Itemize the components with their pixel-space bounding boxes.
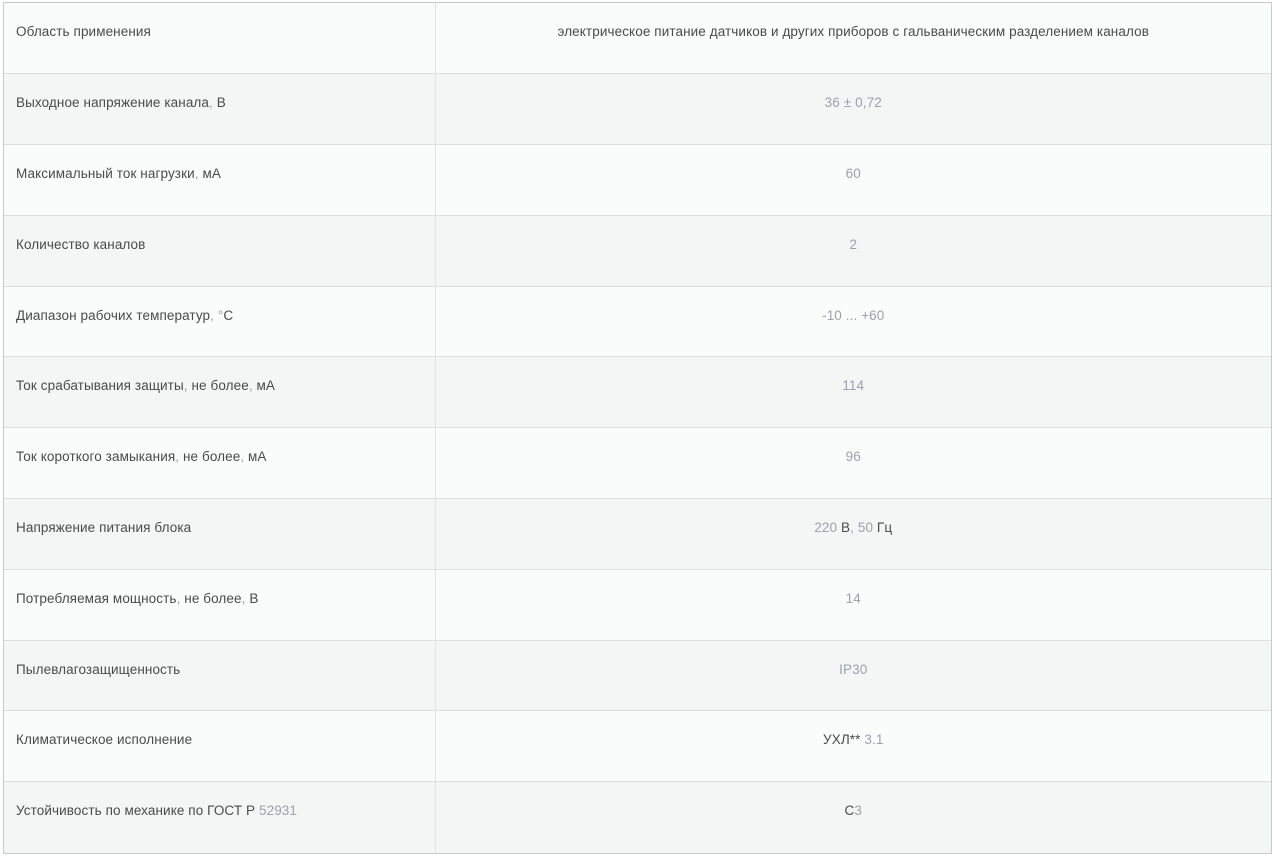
- spec-label: Область применения: [4, 3, 436, 74]
- spec-label: Напряжение питания блока: [4, 498, 436, 570]
- table-row: Потребляемая мощность, не более, В 14: [4, 568, 1271, 641]
- table-row: Напряжение питания блока 220 В, 50 Гц: [4, 498, 1271, 570]
- spec-label: Ток срабатывания защиты, не более, мА: [4, 356, 436, 428]
- spec-value: 36 ± 0,72: [435, 73, 1271, 145]
- table-row: Диапазон рабочих температур, °С -10 ... …: [4, 285, 1271, 357]
- spec-value: С3: [435, 781, 1271, 853]
- spec-value: 14: [435, 568, 1271, 641]
- table-row: Количество каналов 2: [4, 214, 1271, 287]
- spec-value: 220 В, 50 Гц: [435, 498, 1271, 570]
- spec-label: Потребляемая мощность, не более, В: [4, 568, 436, 641]
- spec-value: электрическое питание датчиков и других …: [435, 3, 1271, 74]
- spec-value: УХЛ** 3.1: [435, 710, 1271, 782]
- spec-label: Максимальный ток нагрузки, мА: [4, 144, 436, 216]
- spec-label: Количество каналов: [4, 214, 436, 287]
- spec-label: Устойчивость по механике по ГОСТ Р 52931: [4, 781, 436, 853]
- table-row: Пылевлагозащищенность IP30: [4, 639, 1271, 711]
- spec-value: IP30: [435, 639, 1271, 711]
- spec-value: 60: [435, 144, 1271, 216]
- table-row: Область применения электрическое питание…: [4, 3, 1271, 74]
- table-row: Максимальный ток нагрузки, мА 60: [4, 144, 1271, 216]
- spec-label: Пылевлагозащищенность: [4, 639, 436, 711]
- spec-value: 114: [435, 356, 1271, 428]
- table-row: Ток короткого замыкания, не более, мА 96: [4, 427, 1271, 499]
- specifications-table-container: Область применения электрическое питание…: [3, 2, 1272, 854]
- table-row: Выходное напряжение канала, В 36 ± 0,72: [4, 73, 1271, 145]
- spec-label: Климатическое исполнение: [4, 710, 436, 782]
- spec-value: 96: [435, 427, 1271, 499]
- table-row: Климатическое исполнение УХЛ** 3.1: [4, 710, 1271, 782]
- spec-label: Выходное напряжение канала, В: [4, 73, 436, 145]
- spec-label: Диапазон рабочих температур, °С: [4, 285, 436, 357]
- spec-value: -10 ... +60: [435, 285, 1271, 357]
- table-row: Ток срабатывания защиты, не более, мА 11…: [4, 356, 1271, 428]
- spec-value: 2: [435, 214, 1271, 287]
- specifications-table: Область применения электрическое питание…: [4, 3, 1271, 853]
- table-row: Устойчивость по механике по ГОСТ Р 52931…: [4, 781, 1271, 853]
- spec-label: Ток короткого замыкания, не более, мА: [4, 427, 436, 499]
